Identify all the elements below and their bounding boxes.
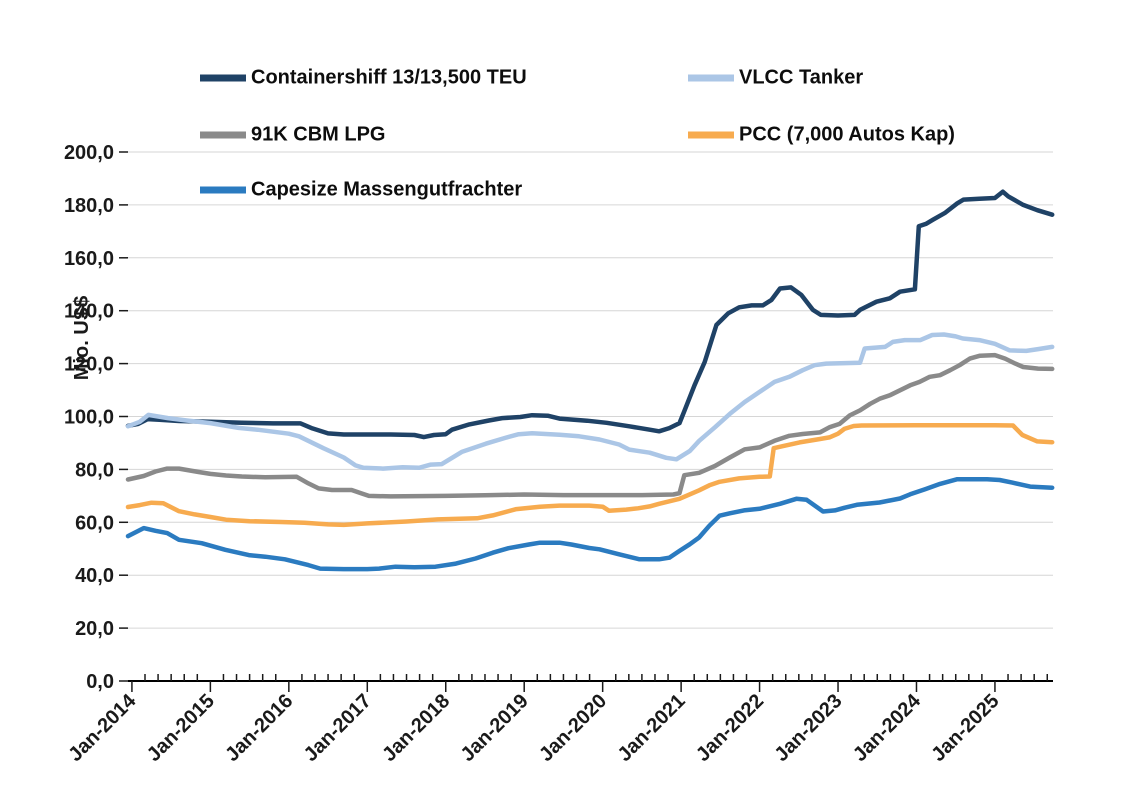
series-line-91k-cbm-lpg [125,352,1055,499]
x-tick-label: Jan-2015 [143,690,219,766]
x-tick-label: Jan-2021 [614,690,690,766]
x-tick-label: Jan-2016 [221,690,297,766]
series-line-capesize-massengutfrachter [125,476,1055,572]
y-tick-label: 0,0 [86,671,114,693]
y-tick-label: 40,0 [75,565,114,587]
y-axis-title: Mio. US$ [71,296,93,380]
x-tick-label: Jan-2017 [300,690,376,766]
y-tick-label: 140,0 [64,301,114,323]
y-axis: 0,0 20,0 40,0 60,0 80,0 100,0 120,0 140,0 160,0 1… [64,142,128,693]
x-tick-label: Jan-2022 [692,690,768,766]
x-tick-label: Jan-2023 [770,690,846,766]
series-line-containershiff-13-13-500-teu [125,189,1055,440]
y-tick-label: 60,0 [75,512,114,534]
y-tick-label: 180,0 [64,195,114,217]
y-tick-label: 80,0 [75,459,114,481]
series-line-vlcc-tanker [125,332,1055,471]
y-tick-label: 20,0 [75,618,114,640]
y-tick-label: 100,0 [64,407,114,429]
series-lines [125,189,1055,572]
x-tick-label: Jan-2014 [64,689,141,766]
y-tick-label: 160,0 [64,248,114,270]
series-line-pcc-7-000-autos-kap [125,422,1055,528]
x-tick-label: Jan-2025 [927,690,1003,766]
x-tick-label: Jan-2019 [457,690,533,766]
x-tick-label: Jan-2018 [378,690,454,766]
x-tick-label: Jan-2024 [849,689,926,766]
x-tick-label: Jan-2020 [535,690,611,766]
x-axis: Jan-2014 Jan-2015 Jan-2016 Jan-2017 Jan-2018… [64,674,1053,766]
y-tick-label: 200,0 [64,142,114,164]
y-tick-label: 120,0 [64,354,114,376]
